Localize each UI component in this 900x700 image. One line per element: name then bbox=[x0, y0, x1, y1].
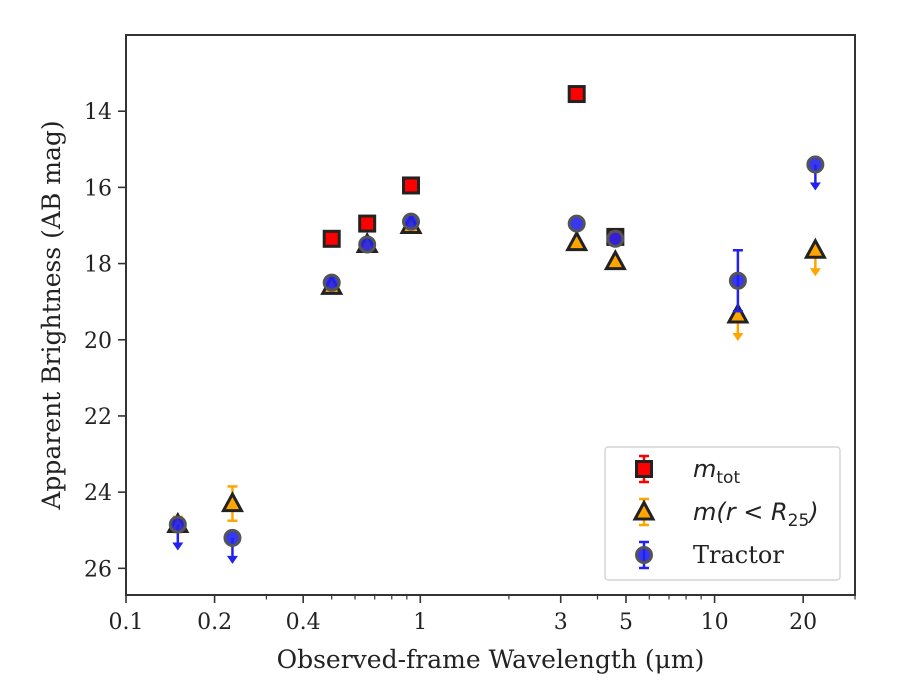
upper-limit-arrow-head bbox=[809, 268, 821, 277]
plot-frame bbox=[125, 34, 856, 596]
data-point-circle bbox=[728, 271, 747, 290]
series-circle bbox=[168, 155, 825, 564]
y-tick-label: 14 bbox=[84, 100, 112, 125]
data-point-circle bbox=[402, 212, 421, 231]
x-tick-label: 0.2 bbox=[197, 610, 232, 635]
y-tick-label: 20 bbox=[84, 329, 112, 354]
legend-marker-triangle bbox=[632, 499, 656, 521]
legend-label: Tractor bbox=[693, 541, 784, 569]
y-tick-label: 24 bbox=[84, 481, 112, 506]
legend-label: m(r < R25) bbox=[693, 498, 819, 531]
legend-box bbox=[604, 446, 841, 581]
legend-label: mtot bbox=[693, 455, 740, 488]
y-tick-label: 16 bbox=[84, 176, 112, 201]
x-tick-label: 3 bbox=[554, 610, 568, 635]
legend-marker-circle bbox=[635, 546, 653, 564]
data-point-circle bbox=[806, 155, 825, 174]
y-tick-label: 18 bbox=[84, 253, 112, 278]
x-tick-label: 10 bbox=[701, 610, 729, 635]
data-point-triangle bbox=[726, 302, 750, 324]
data-point-circle bbox=[322, 273, 341, 292]
upper-limit-arrow-head bbox=[732, 333, 744, 341]
data-point-triangle bbox=[565, 229, 589, 252]
legend: mtot m(r < R25) Tractor bbox=[604, 446, 841, 581]
y-tick-label: 26 bbox=[84, 557, 112, 582]
x-axis-label: Observed-frame Wavelength (μm) bbox=[277, 645, 705, 674]
data-point-circle bbox=[606, 229, 625, 248]
y-tick-label: 22 bbox=[84, 405, 112, 430]
data-point-circle bbox=[223, 528, 242, 547]
x-tick-label: 5 bbox=[619, 610, 633, 635]
axis-ticks: 0.1 0.2 0.4 1 3 5 10 20 14 16 18 20 22 24 26 bbox=[84, 100, 856, 635]
data-point-triangle bbox=[803, 237, 827, 259]
data-point-square bbox=[322, 229, 341, 248]
data-point-circle bbox=[358, 235, 377, 254]
data-point-triangle bbox=[603, 249, 627, 271]
data-point-triangle bbox=[220, 490, 244, 513]
upper-limit-arrow-head bbox=[226, 555, 238, 564]
x-tick-label: 20 bbox=[789, 610, 817, 635]
x-tick-label: 1 bbox=[413, 610, 427, 635]
y-axis-label: Apparent Brightness (AB mag) bbox=[37, 120, 66, 510]
data-points bbox=[166, 85, 827, 564]
upper-limit-arrow-head bbox=[172, 542, 184, 551]
data-point-circle bbox=[567, 214, 586, 233]
upper-limit-arrow-head bbox=[809, 182, 821, 191]
data-point-square bbox=[358, 214, 377, 233]
x-tick-label: 0.1 bbox=[109, 610, 144, 635]
data-point-square bbox=[567, 85, 586, 104]
data-point-square bbox=[402, 176, 421, 195]
x-tick-label: 0.4 bbox=[286, 610, 321, 635]
data-point-circle bbox=[168, 515, 187, 534]
legend-marker-square bbox=[635, 460, 653, 478]
